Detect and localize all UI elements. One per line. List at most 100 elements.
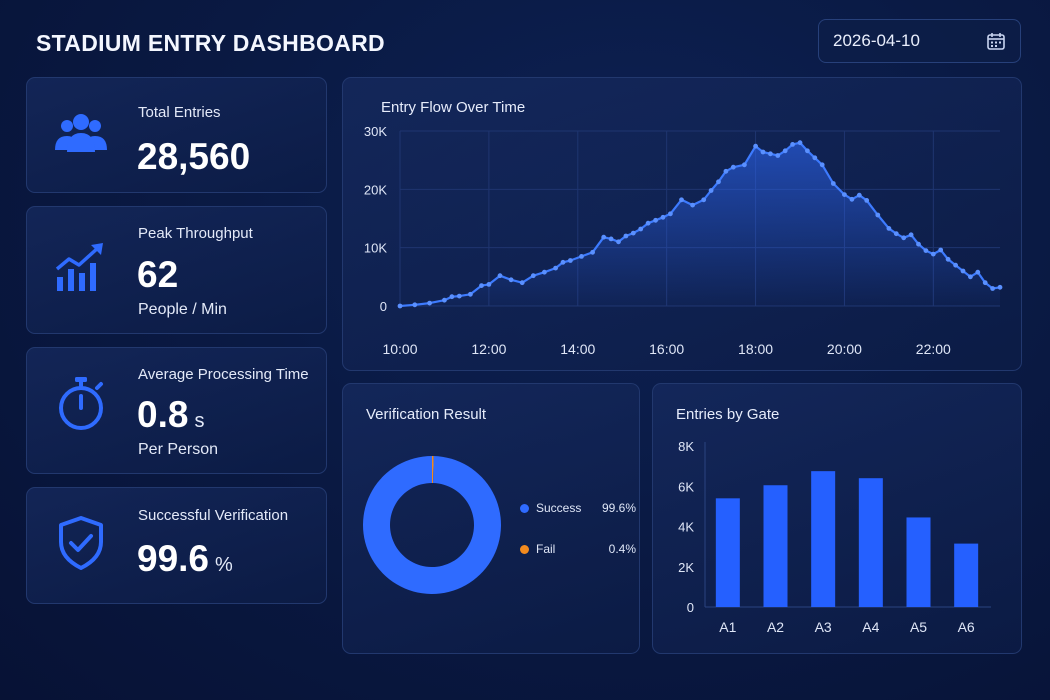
kpi-label: Average Processing Time [138, 366, 309, 383]
x-tick-label: A6 [958, 619, 975, 635]
flow-point [742, 162, 747, 168]
flow-point [708, 188, 714, 193]
flow-point [456, 293, 462, 299]
flow-point [968, 274, 973, 280]
verification-donut-chart [362, 456, 501, 594]
calendar-icon[interactable] [986, 31, 1006, 51]
y-tick-label: 2K [678, 560, 694, 575]
flow-point [990, 286, 995, 291]
legend-value: 0.4% [608, 542, 636, 556]
kpi-value: 0.8 [137, 394, 189, 435]
flow-point [519, 280, 525, 286]
y-tick-label: 0 [380, 299, 387, 314]
y-tick-label: 30K [364, 124, 387, 139]
flow-point [997, 284, 1003, 290]
flow-point [412, 302, 418, 308]
y-tick-label: 10K [364, 241, 387, 256]
flow-point [953, 262, 958, 268]
fail-swatch [520, 544, 529, 554]
gate-bar [811, 471, 836, 607]
flow-point [553, 265, 558, 271]
kpi-successful-verification: Successful Verification 99.6% [26, 487, 327, 604]
kpi-label: Peak Throughput [138, 225, 253, 242]
flow-point [730, 164, 736, 170]
flow-point [530, 273, 536, 279]
flow-point [864, 198, 870, 203]
kpi-sub: People / Min [138, 301, 227, 318]
flow-point [908, 232, 914, 238]
kpi-total-entries: Total Entries 28,560 [26, 77, 327, 193]
flow-point [886, 226, 892, 231]
flow-point [579, 254, 584, 259]
gate-bar [858, 478, 883, 607]
flow-point [723, 168, 729, 174]
legend-success: Success 99.6% [520, 501, 636, 515]
flow-point [668, 211, 673, 217]
entry-flow-card: Entry Flow Over Time 0 10K 20K 30K 10:00 12:0… [342, 77, 1022, 371]
y-tick-label: 4K [678, 520, 694, 535]
flow-point [679, 197, 684, 203]
x-tick-label: A4 [862, 619, 879, 635]
flow-point [601, 234, 607, 240]
flow-point [468, 291, 473, 297]
x-tick-label: A3 [815, 619, 832, 635]
flow-point [856, 192, 862, 198]
y-tick-label: 6K [678, 479, 694, 494]
x-tick-label: 20:00 [827, 341, 862, 357]
flow-point [486, 282, 492, 287]
flow-point [497, 273, 503, 279]
legend-fail: Fail 0.4% [520, 542, 636, 556]
growth-chart-icon [55, 243, 103, 291]
flow-point [975, 269, 981, 275]
flow-point [638, 226, 644, 232]
flow-point [716, 179, 721, 185]
flow-point [449, 294, 455, 300]
kpi-value: 62 [137, 254, 179, 295]
flow-point [930, 251, 936, 257]
flow-point [760, 149, 766, 155]
success-swatch [520, 503, 529, 513]
x-tick-label: 22:00 [916, 341, 951, 357]
verification-title: Verification Result [366, 406, 487, 423]
gate-bar [715, 498, 740, 607]
flow-point [630, 230, 636, 236]
flow-point [508, 277, 514, 283]
flow-point [830, 181, 836, 186]
flow-point [690, 202, 695, 208]
verification-result-card: Verification Result Success 99.6% Fail 0… [342, 383, 640, 654]
fail-slice [432, 456, 434, 484]
gate-chart-title: Entries by Gate [676, 406, 780, 423]
y-tick-label: 8K [678, 439, 694, 454]
y-tick-label: 20K [364, 182, 387, 197]
flow-point [945, 256, 951, 262]
flow-point [645, 220, 651, 226]
flow-point [849, 196, 855, 202]
flow-point [960, 268, 966, 274]
flow-point [660, 214, 666, 220]
stopwatch-icon [59, 377, 103, 430]
flow-point [701, 197, 707, 203]
flow-point [768, 151, 773, 157]
flow-point [790, 142, 795, 147]
flow-point [812, 155, 818, 161]
flow-point [982, 280, 988, 286]
entry-flow-chart: 0 10K 20K 30K 10:00 12:00 14:00 16:00 18:00 20:00… [364, 124, 1003, 357]
flow-point [653, 217, 658, 223]
entries-by-gate-card: Entries by Gate 0 2K 4K 6K 8K A1 A2 A3 A4 A5 A6 [652, 383, 1022, 654]
flow-point [893, 231, 899, 237]
date-picker[interactable]: 2026-04-10 [818, 19, 1021, 63]
gate-bar [954, 543, 979, 607]
flow-point [805, 148, 810, 154]
gate-bar [763, 485, 788, 607]
flow-point [542, 269, 547, 275]
kpi-sub: Per Person [138, 441, 219, 458]
x-tick-label: 18:00 [738, 341, 773, 357]
kpi-label: Successful Verification [138, 507, 289, 524]
flow-point [568, 258, 573, 263]
x-tick-label: 10:00 [382, 341, 417, 357]
gate-bar [906, 517, 931, 607]
flow-point [479, 283, 484, 288]
page-title: STADIUM ENTRY DASHBOARD [36, 30, 385, 56]
legend-value: 99.6% [601, 501, 636, 515]
kpi-unit: s [194, 410, 205, 432]
